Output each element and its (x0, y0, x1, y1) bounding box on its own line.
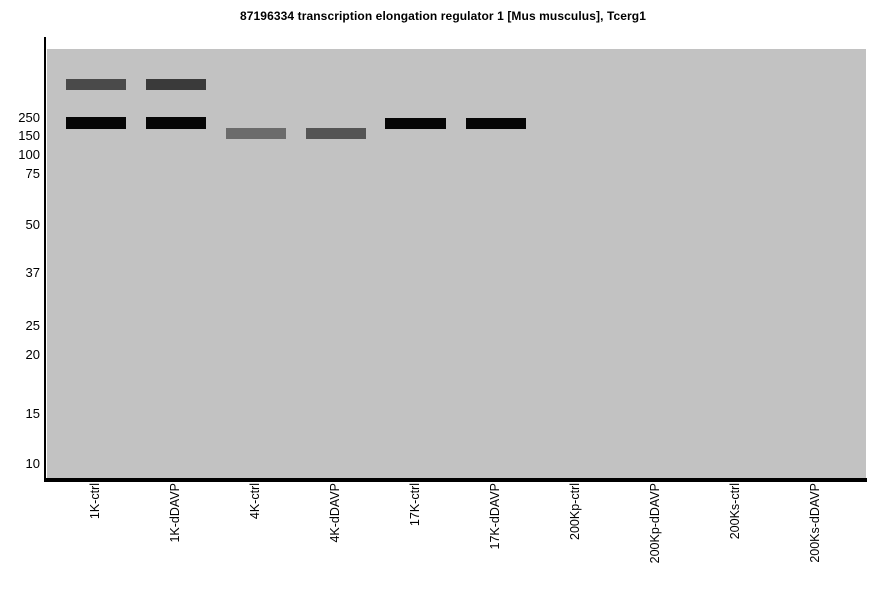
gel-area (47, 49, 866, 478)
y-tick-label-150: 150 (18, 128, 40, 143)
band-17K-dDAVP-220kda (466, 118, 526, 129)
lane-label-4K-ctrl: 4K-ctrl (248, 483, 262, 520)
lane-label-200Ks-ctrl: 200Ks-ctrl (728, 483, 742, 540)
lane-label-200Kp-ctrl: 200Kp-ctrl (568, 483, 582, 540)
band-1K-dDAVP-215kda (146, 117, 206, 129)
y-tick-label-250: 250 (18, 110, 40, 125)
lane-label-1K-ctrl: 1K-ctrl (88, 483, 102, 520)
band-1K-ctrl-215kda (66, 117, 126, 129)
lane-label-1K-dDAVP: 1K-dDAVP (168, 483, 182, 543)
y-tick-label-100: 100 (18, 147, 40, 162)
band-4K-ctrl-165kda (226, 128, 286, 139)
lane-label-17K-dDAVP: 17K-dDAVP (488, 483, 502, 550)
band-1K-ctrl-300kda (66, 79, 126, 90)
lane-label-200Ks-dDAVP: 200Ks-dDAVP (808, 483, 822, 563)
y-axis-line (44, 37, 46, 482)
lane-label-4K-dDAVP: 4K-dDAVP (328, 483, 342, 543)
lane-label-200Kp-dDAVP: 200Kp-dDAVP (648, 483, 662, 564)
chart-title: 87196334 transcription elongation regula… (239, 9, 647, 23)
y-tick-label-25: 25 (25, 318, 40, 333)
y-tick-label-37: 37 (25, 265, 40, 280)
band-1K-dDAVP-300kda (146, 79, 206, 90)
band-17K-ctrl-220kda (385, 118, 446, 129)
y-tick-label-10: 10 (25, 456, 40, 471)
band-4K-dDAVP-165kda (306, 128, 366, 139)
y-tick-label-15: 15 (25, 406, 40, 421)
x-axis-line (44, 478, 867, 482)
y-tick-label-75: 75 (25, 166, 40, 181)
y-tick-label-50: 50 (25, 217, 40, 232)
lane-label-17K-ctrl: 17K-ctrl (408, 483, 422, 527)
y-tick-label-20: 20 (25, 347, 40, 362)
